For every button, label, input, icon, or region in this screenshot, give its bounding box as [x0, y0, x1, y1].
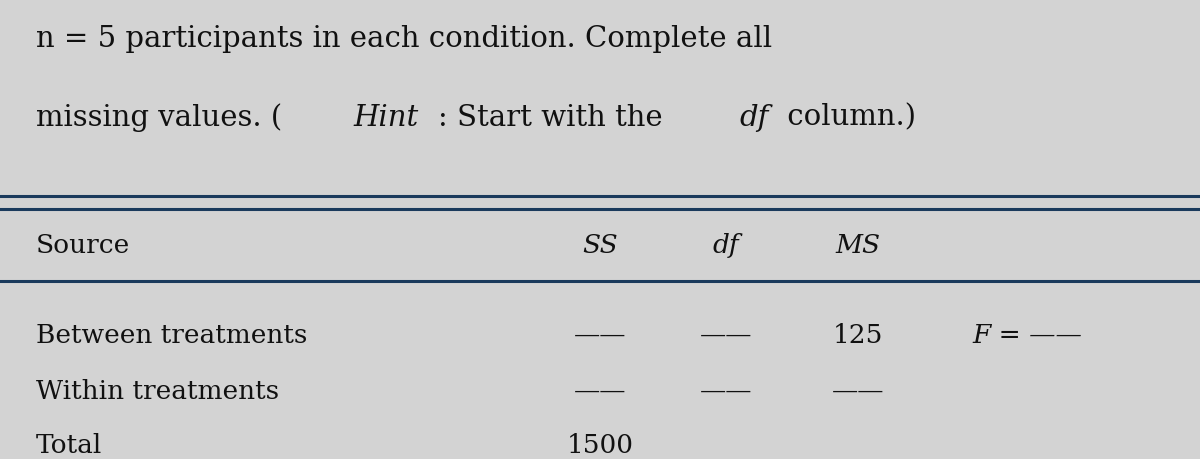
Text: : Start with the: : Start with the: [438, 104, 672, 132]
Text: n = 5 participants in each condition. Complete all: n = 5 participants in each condition. Co…: [36, 25, 772, 53]
Text: df: df: [713, 233, 739, 258]
Text: Between treatments: Between treatments: [36, 323, 307, 348]
Text: 125: 125: [833, 323, 883, 348]
Text: ——: ——: [832, 379, 884, 404]
Text: F = ——: F = ——: [972, 323, 1082, 348]
Text: ——: ——: [700, 379, 752, 404]
Text: ——: ——: [574, 379, 626, 404]
Text: df: df: [739, 104, 769, 132]
Text: Total: Total: [36, 433, 102, 458]
Text: Source: Source: [36, 233, 131, 258]
Text: Hint: Hint: [354, 104, 419, 132]
Text: 1500: 1500: [566, 433, 634, 458]
Text: Within treatments: Within treatments: [36, 379, 280, 404]
Text: SS: SS: [582, 233, 618, 258]
Text: column.): column.): [778, 104, 916, 132]
Text: MS: MS: [835, 233, 881, 258]
Text: ——: ——: [574, 323, 626, 348]
Text: missing values. (: missing values. (: [36, 104, 282, 132]
Text: ——: ——: [700, 323, 752, 348]
